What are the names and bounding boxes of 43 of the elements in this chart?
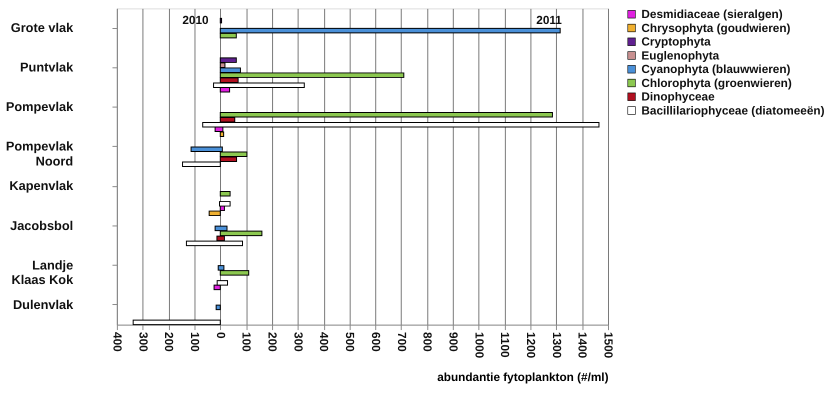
x-tick-label: 400	[110, 332, 124, 352]
y-tick-label: Kapenvlak	[9, 178, 74, 194]
x-tick-label: 200	[266, 332, 279, 352]
x-axis-title: abundantie fytoplankton (#/ml)	[437, 370, 609, 384]
x-tick-label: 100	[188, 332, 201, 352]
legend-label: Euglenophyta	[641, 49, 720, 62]
bar	[216, 304, 221, 310]
legend-label: Cyanophyta (blauwwieren)	[641, 63, 791, 76]
x-tick-label: 200	[162, 332, 176, 352]
bar	[132, 320, 221, 326]
y-tick-label: Pompevlak Noord	[6, 138, 74, 168]
y-tick-label: Puntvlak	[20, 60, 74, 75]
x-tick-label: 100	[240, 332, 253, 352]
x-tick-label: 1000	[472, 332, 486, 359]
x-tick-label: 800	[420, 332, 434, 352]
y-tick-label: Grote vlak	[10, 20, 74, 36]
legend-label: Dinophyceae	[641, 90, 716, 104]
x-tick-label: 1200	[524, 332, 538, 359]
legend-label: Chrysophyta (goudwieren)	[641, 22, 791, 35]
y-tick-label: Dulenvlak	[12, 296, 74, 312]
y-tick-label: Jacobsbol	[10, 218, 74, 233]
x-tick-label: 1500	[602, 332, 615, 359]
x-tick-label: 700	[394, 332, 408, 352]
bar	[220, 191, 231, 197]
x-tick-label: 300	[136, 332, 150, 352]
legend-label: Bacillilariophyceae (diatomeeën)	[641, 104, 825, 118]
x-tick-label: 1400	[576, 332, 589, 359]
legend-label: Cryptophyta	[641, 36, 712, 49]
y-tick-label: Landje Klaas Kok	[12, 257, 74, 288]
x-tick-label: 300	[291, 332, 304, 352]
x-tick-label: 1300	[550, 332, 563, 359]
legend-label: Chlorophyta (groenwieren)	[641, 76, 792, 90]
x-tick-label: 400	[317, 332, 330, 352]
bar	[219, 201, 231, 207]
y-tick-label: Pompevlak	[6, 99, 74, 114]
x-tick-label: 600	[368, 332, 382, 352]
legend-label: Desmidiaceae (sieralgen)	[641, 8, 783, 22]
bar	[208, 210, 221, 216]
x-tick-label: 0	[214, 332, 227, 340]
x-tick-label: 1100	[498, 332, 512, 358]
bar	[216, 280, 228, 286]
x-tick-label: 900	[446, 332, 460, 352]
x-tick-label: 500	[343, 332, 356, 352]
